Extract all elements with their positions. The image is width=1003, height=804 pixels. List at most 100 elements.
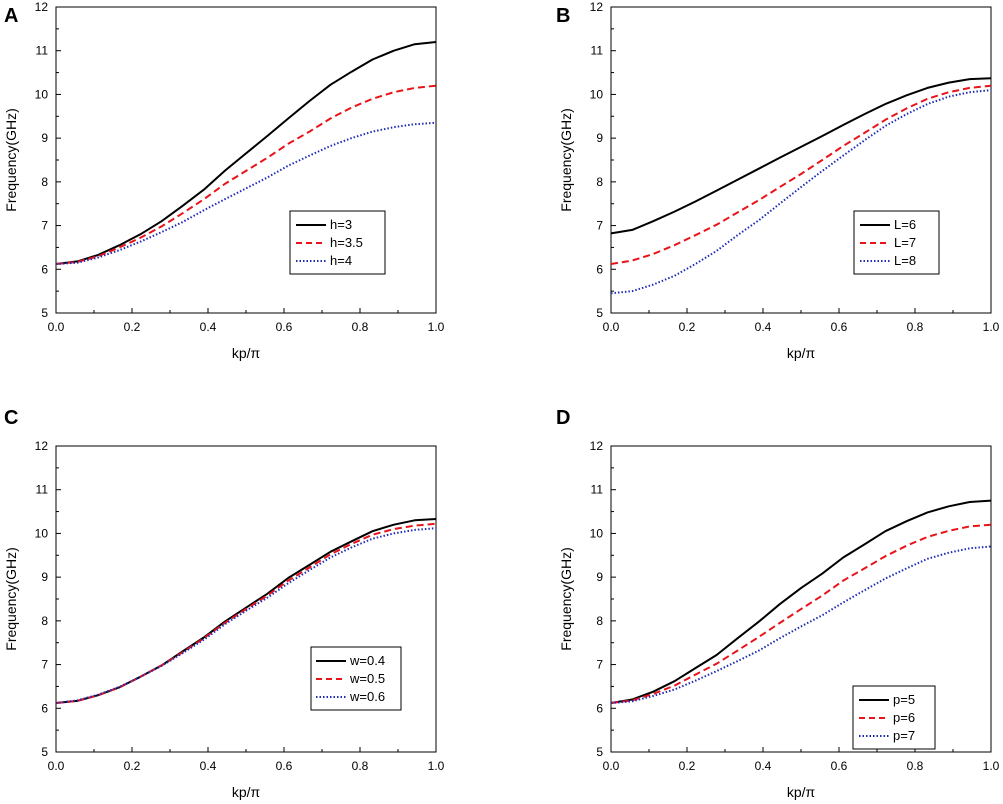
y-axis-label-D: Frequency(GHz) xyxy=(558,547,574,650)
legend-A: h=3 h=3.5 h=4 xyxy=(289,210,386,275)
x-tick-label: 0.0 xyxy=(48,320,65,334)
y-tick-label: 7 xyxy=(596,219,603,233)
legend-label-w05: w=0.5 xyxy=(349,671,385,686)
x-tick-label: 0.2 xyxy=(124,320,141,334)
series-line-w=0.6 xyxy=(55,527,437,704)
y-tick-labels-B: 5 6 7 8 9 10 11 12 xyxy=(590,0,604,320)
y-tick-label: 6 xyxy=(596,701,603,715)
series-line-p=6 xyxy=(610,523,992,704)
x-tick-label: 0.8 xyxy=(907,759,924,773)
legend-label-w04: w=0.4 xyxy=(349,653,385,668)
series-line-L=7 xyxy=(610,84,992,265)
y-tick-label: 12 xyxy=(590,0,604,14)
x-axis-label-C: kp/π xyxy=(232,784,261,800)
axis-ticks-A xyxy=(55,6,437,314)
y-tick-label: 6 xyxy=(41,262,48,276)
x-tick-labels-D: 0.0 0.2 0.4 0.6 0.8 1.0 xyxy=(603,759,1000,773)
y-axis-label-B: Frequency(GHz) xyxy=(558,108,574,211)
series-lines-B xyxy=(610,77,992,295)
y-tick-label: 8 xyxy=(596,614,603,628)
legend-label-L7: L=7 xyxy=(894,235,916,250)
panel-D: D 0.0 0.2 0.4 0.6 0.8 1.0 5 6 7 8 9 10 1… xyxy=(556,407,1000,800)
legend-box-A xyxy=(289,210,386,275)
x-tick-label: 0.8 xyxy=(352,320,369,334)
series-line-L=6 xyxy=(610,77,992,235)
x-tick-label: 0.0 xyxy=(603,759,620,773)
y-tick-label: 11 xyxy=(36,483,49,497)
y-tick-label: 12 xyxy=(35,439,49,453)
series-line-h=3 xyxy=(55,41,437,265)
x-tick-label: 1.0 xyxy=(428,759,445,773)
x-tick-label: 0.0 xyxy=(48,759,65,773)
x-tick-label: 0.0 xyxy=(603,320,620,334)
y-tick-labels-D: 5 6 7 8 9 10 11 12 xyxy=(590,439,604,759)
y-tick-label: 5 xyxy=(596,745,603,759)
y-tick-label: 6 xyxy=(41,701,48,715)
x-tick-label: 0.4 xyxy=(200,320,217,334)
y-tick-label: 12 xyxy=(590,439,604,453)
x-tick-label: 0.2 xyxy=(124,759,141,773)
legend-label-p7: p=7 xyxy=(893,728,915,743)
y-tick-label: 11 xyxy=(591,483,604,497)
x-tick-label: 0.6 xyxy=(831,320,848,334)
panel-letter-A: A xyxy=(4,5,18,27)
x-tick-label: 0.8 xyxy=(907,320,924,334)
legend-label-h3-5: h=3.5 xyxy=(330,235,363,250)
legend-box-B xyxy=(853,210,940,275)
x-tick-labels-C: 0.0 0.2 0.4 0.6 0.8 1.0 xyxy=(48,759,445,773)
legend-label-p6: p=6 xyxy=(893,710,915,725)
series-lines-A xyxy=(55,41,437,265)
panel-letter-D: D xyxy=(556,407,570,429)
y-tick-label: 6 xyxy=(596,262,603,276)
x-axis-label-D: kp/π xyxy=(787,784,816,800)
panel-letter-C: C xyxy=(4,407,18,429)
y-tick-labels-C: 5 6 7 8 9 10 11 12 xyxy=(35,439,49,759)
x-tick-labels-A: 0.0 0.2 0.4 0.6 0.8 1.0 xyxy=(48,320,445,334)
x-tick-label: 0.8 xyxy=(352,759,369,773)
panel-A: A 0.0 0.2 0.4 0.6 0.8 1.0 5 6 7 8 9 10 1… xyxy=(3,0,445,361)
legend-D: p=5 p=6 p=7 xyxy=(852,685,936,750)
legend-C: w=0.4 w=0.5 w=0.6 xyxy=(310,646,402,711)
y-tick-label: 5 xyxy=(41,306,48,320)
y-tick-label: 7 xyxy=(41,658,48,672)
legend-label-L6: L=6 xyxy=(894,217,916,232)
series-line-L=8 xyxy=(610,89,992,295)
y-tick-label: 10 xyxy=(590,87,604,101)
y-tick-label: 5 xyxy=(41,745,48,759)
legend-box-D xyxy=(852,685,936,750)
legend-label-w06: w=0.6 xyxy=(349,689,385,704)
series-line-w=0.4 xyxy=(55,518,437,704)
legend-B: L=6 L=7 L=8 xyxy=(853,210,940,275)
x-tick-label: 1.0 xyxy=(983,320,1000,334)
x-tick-label: 0.4 xyxy=(755,759,772,773)
axis-ticks-B xyxy=(610,6,992,314)
x-tick-label: 1.0 xyxy=(428,320,445,334)
x-axis-label-A: kp/π xyxy=(232,345,261,361)
y-tick-label: 9 xyxy=(596,570,603,584)
panel-letter-B: B xyxy=(556,5,570,27)
y-tick-label: 8 xyxy=(41,175,48,189)
legend-label-L8: L=8 xyxy=(894,253,916,268)
legend-label-p5: p=5 xyxy=(893,692,915,707)
y-tick-label: 10 xyxy=(590,526,604,540)
x-tick-label: 0.2 xyxy=(679,759,696,773)
axis-ticks-D xyxy=(610,445,992,753)
legend-label-h4: h=4 xyxy=(330,253,352,268)
y-tick-label: 7 xyxy=(596,658,603,672)
y-tick-label: 11 xyxy=(591,44,604,58)
y-tick-label: 8 xyxy=(41,614,48,628)
panel-B: B 0.0 0.2 0.4 0.6 0.8 1.0 5 6 7 8 9 10 1… xyxy=(556,0,1000,361)
y-tick-labels-A: 5 6 7 8 9 10 11 12 xyxy=(35,0,49,320)
y-tick-label: 9 xyxy=(596,131,603,145)
y-tick-label: 5 xyxy=(596,306,603,320)
x-tick-label: 0.6 xyxy=(831,759,848,773)
y-tick-label: 11 xyxy=(36,44,49,58)
y-tick-label: 9 xyxy=(41,131,48,145)
y-tick-label: 10 xyxy=(35,526,49,540)
panel-C: C 0.0 0.2 0.4 0.6 0.8 1.0 5 6 7 8 9 10 1… xyxy=(3,407,445,800)
axis-ticks-C xyxy=(55,445,437,753)
x-tick-labels-B: 0.0 0.2 0.4 0.6 0.8 1.0 xyxy=(603,320,1000,334)
x-tick-label: 0.4 xyxy=(200,759,217,773)
x-tick-label: 1.0 xyxy=(983,759,1000,773)
x-tick-label: 0.4 xyxy=(755,320,772,334)
